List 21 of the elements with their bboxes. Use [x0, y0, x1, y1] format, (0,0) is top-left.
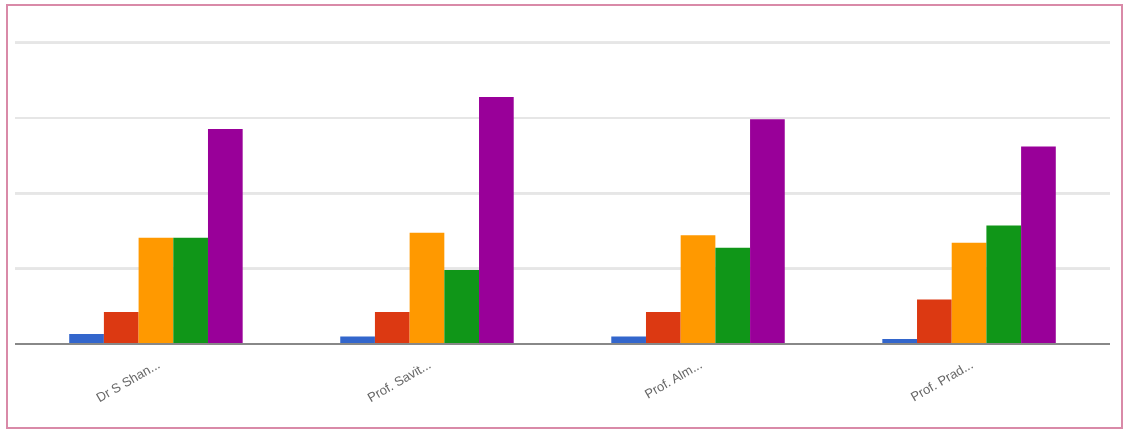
bar — [986, 225, 1022, 344]
bar — [138, 237, 174, 344]
bar — [479, 97, 514, 344]
x-tick-label: Prof. Alm... — [641, 356, 705, 402]
bar — [750, 119, 785, 344]
bar — [173, 237, 208, 344]
x-tick-label: Dr S Shan... — [93, 356, 163, 406]
x-tick-label: Prof. Prad... — [907, 356, 976, 405]
bar — [645, 311, 681, 344]
bar — [409, 232, 445, 344]
bar — [680, 235, 716, 344]
bar — [951, 242, 987, 344]
bar — [444, 269, 480, 344]
x-tick-label: Prof. Savit... — [364, 356, 434, 406]
bar — [917, 299, 952, 344]
bar — [374, 311, 410, 344]
bar — [715, 247, 751, 344]
bar — [1021, 146, 1056, 344]
bar — [69, 334, 104, 344]
bar — [207, 129, 243, 344]
bar — [103, 311, 139, 344]
